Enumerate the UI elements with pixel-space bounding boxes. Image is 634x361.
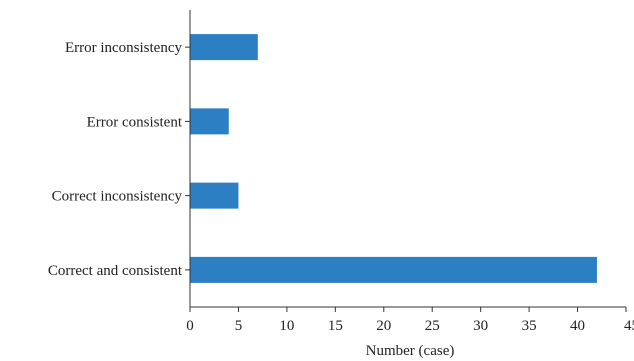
category-label: Error inconsistency [65,40,183,56]
bar-correct-and-consistent [190,256,597,283]
x-tick-label: 5 [235,318,243,334]
bars-group [190,34,597,283]
category-labels: Error inconsistency Error consistent Corre… [48,40,190,279]
x-tick-label: 30 [473,318,488,334]
bar-correct-inconsistency [190,182,239,209]
category-label: Correct inconsistency [52,189,183,205]
category-label: Correct and consistent [48,263,183,279]
bar-error-consistent [190,108,229,135]
x-tick-label: 40 [570,318,585,334]
x-tick-label: 25 [425,318,440,334]
x-tick-label: 10 [279,318,294,334]
x-tick-label: 35 [522,318,537,334]
x-tick-label: 45 [624,318,634,334]
x-tick-label: 0 [186,318,194,334]
x-axis-title: Number (case) [366,343,455,359]
x-ticks-group: 0 5 10 15 20 25 30 35 40 45 [186,307,634,334]
category-label: Error consistent [87,114,183,130]
bar-error-inconsistency [190,34,258,61]
x-tick-label: 20 [376,318,391,334]
x-tick-label: 15 [328,318,343,334]
